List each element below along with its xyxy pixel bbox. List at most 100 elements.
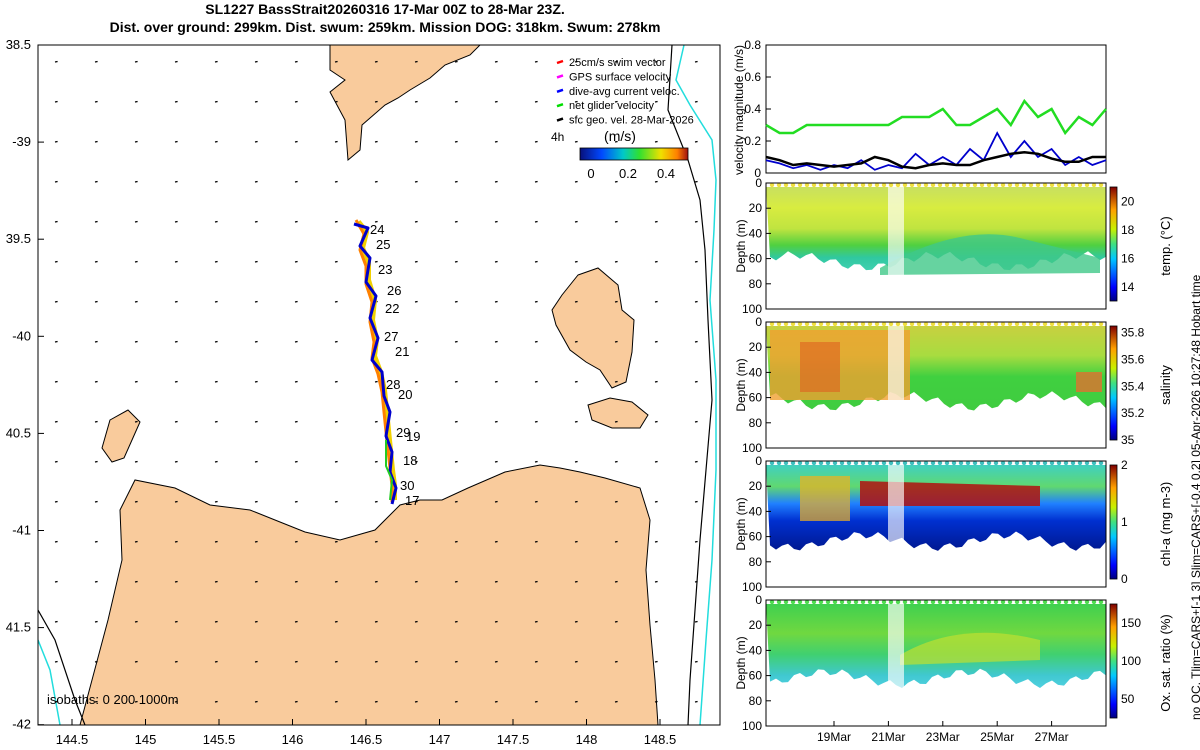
surface-velocity-arrow [174,700,178,703]
surface-velocity-arrow [94,420,98,423]
surface-sample-dot [909,460,915,466]
map-lon-tick-label: 145 [135,732,157,747]
section-feature [860,481,1040,506]
surface-velocity-arrow [374,620,378,623]
surface-velocity-arrow [134,220,138,223]
surface-sample-dot [1000,182,1006,188]
surface-velocity-arrow [174,340,178,343]
surface-velocity-arrow [574,260,578,263]
surface-velocity-arrow [574,540,578,543]
map-lat-tick-label: -41 [12,523,31,538]
velocity-series-line [765,131,1107,171]
surface-velocity-arrow [54,220,58,223]
surface-velocity-arrow [614,100,618,103]
surface-sample-dot [867,460,873,466]
surface-velocity-arrow [414,460,418,463]
surface-sample-dot [1070,321,1076,327]
surface-sample-dot [881,460,887,466]
surface-sample-dot [867,599,873,605]
surface-velocity-arrow [334,180,338,183]
surface-sample-dot [1007,599,1013,605]
surface-velocity-arrow [254,100,258,103]
surface-sample-dot [1042,599,1048,605]
velocity-y-axis-label: velocity magnitude (m/s) [732,45,746,175]
surface-sample-dot [937,182,943,188]
surface-velocity-arrow [134,420,138,423]
surface-sample-dot [860,460,866,466]
track-day-label: 25 [376,237,390,252]
surface-velocity-arrow [374,700,378,703]
legend-label: sfc geo. vel. 28-Mar-2026 [569,115,694,127]
map-lon-tick-label: 146.5 [350,732,383,747]
surface-velocity-arrow [454,260,458,263]
legend-swatch [556,88,564,93]
surface-velocity-arrow [254,340,258,343]
surface-velocity-arrow [174,620,178,623]
surface-sample-dot [804,321,810,327]
colorbar-tick-label: 35.2 [1121,406,1145,420]
surface-velocity-arrow [54,260,58,263]
surface-sample-dot [993,599,999,605]
surface-velocity-arrow [54,380,58,383]
surface-sample-dot [916,182,922,188]
surface-sample-dot [1084,182,1090,188]
surface-velocity-arrow [134,340,138,343]
surface-sample-dot [993,321,999,327]
surface-velocity-arrow [654,540,658,543]
depth-axis-label: Depth (m) [734,219,748,272]
surface-sample-dot [1063,321,1069,327]
track-day-label: 18 [403,453,417,468]
speed-colorbar-tick-label: 0 [587,166,594,181]
surface-velocity-arrow [174,300,178,303]
surface-velocity-arrow [94,580,98,583]
surface-velocity-arrow [614,540,618,543]
velocity-y-tick-label: 0.8 [744,38,761,52]
surface-sample-dot [888,182,894,188]
surface-sample-dot [1091,599,1097,605]
surface-velocity-arrow [534,220,538,223]
surface-velocity-arrow [94,180,98,183]
surface-velocity-arrow [214,380,218,383]
surface-sample-dot [804,182,810,188]
surface-velocity-arrow [174,660,178,663]
surface-velocity-arrow [254,500,258,503]
surface-velocity-arrow [574,220,578,223]
surface-velocity-arrow [334,140,338,143]
velocity-y-tick-label: 0.4 [744,102,761,116]
depth-tick-label: 80 [749,277,763,291]
surface-sample-dot [986,182,992,188]
surface-velocity-arrow [334,620,338,623]
surface-velocity-arrow [414,140,418,143]
section-data-gap [888,185,904,299]
surface-sample-dot [867,182,873,188]
surface-sample-dot [1098,460,1104,466]
surface-velocity-arrow [174,100,178,103]
surface-sample-dot [1098,599,1104,605]
depth-tick-label: 80 [749,555,763,569]
surface-velocity-arrow [294,140,298,143]
surface-velocity-arrow [454,100,458,103]
surface-sample-dot [902,599,908,605]
surface-velocity-arrow [694,700,698,703]
surface-velocity-arrow [454,140,458,143]
surface-velocity-arrow [174,380,178,383]
surface-velocity-arrow [454,420,458,423]
map-lat-tick-label: -40 [12,328,31,343]
surface-sample-dot [860,321,866,327]
surface-velocity-arrow [334,420,338,423]
surface-velocity-arrow [134,660,138,663]
surface-sample-dot [818,182,824,188]
surface-sample-dot [874,599,880,605]
surface-velocity-arrow [494,620,498,623]
surface-sample-dot [986,599,992,605]
surface-velocity-arrow [414,260,418,263]
surface-velocity-arrow [454,660,458,663]
surface-velocity-arrow [614,420,618,423]
surface-velocity-arrow [94,660,98,663]
surface-velocity-arrow [174,500,178,503]
surface-velocity-arrow [614,580,618,583]
surface-velocity-arrow [54,420,58,423]
surface-velocity-arrow [454,380,458,383]
track-day-label: 24 [370,222,384,237]
surface-sample-dot [846,321,852,327]
